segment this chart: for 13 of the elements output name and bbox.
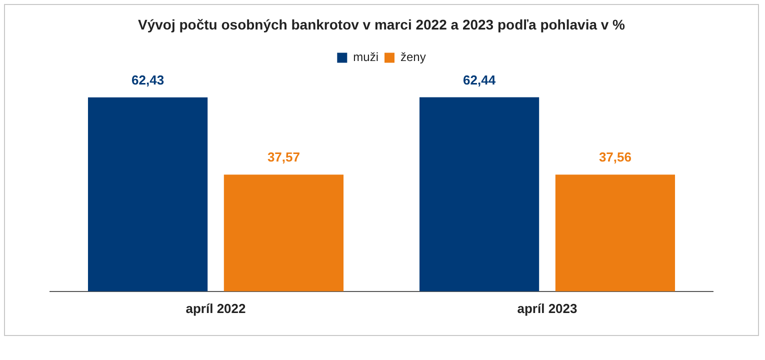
data-label: 62,44 [463,72,496,88]
data-label: 37,56 [598,150,632,165]
bar [555,174,676,292]
x-tick-label: apríl 2023 [517,300,578,316]
legend-label: ženy [400,50,426,64]
x-tick-label: apríl 2022 [186,300,246,316]
bar [419,97,540,292]
data-label: 37,57 [267,150,300,165]
legend-label: muži [353,50,378,64]
chart-title: Vývoj počtu osobných bankrotov v marci 2022 a 2023 podľa pohlavia v % [138,16,626,32]
data-label: 62,43 [132,72,164,88]
bar [88,97,208,292]
bar [224,174,344,292]
